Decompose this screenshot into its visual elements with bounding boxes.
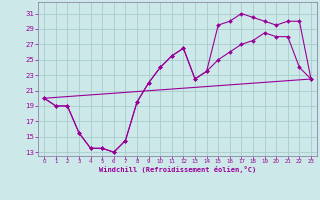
X-axis label: Windchill (Refroidissement éolien,°C): Windchill (Refroidissement éolien,°C) bbox=[99, 166, 256, 173]
